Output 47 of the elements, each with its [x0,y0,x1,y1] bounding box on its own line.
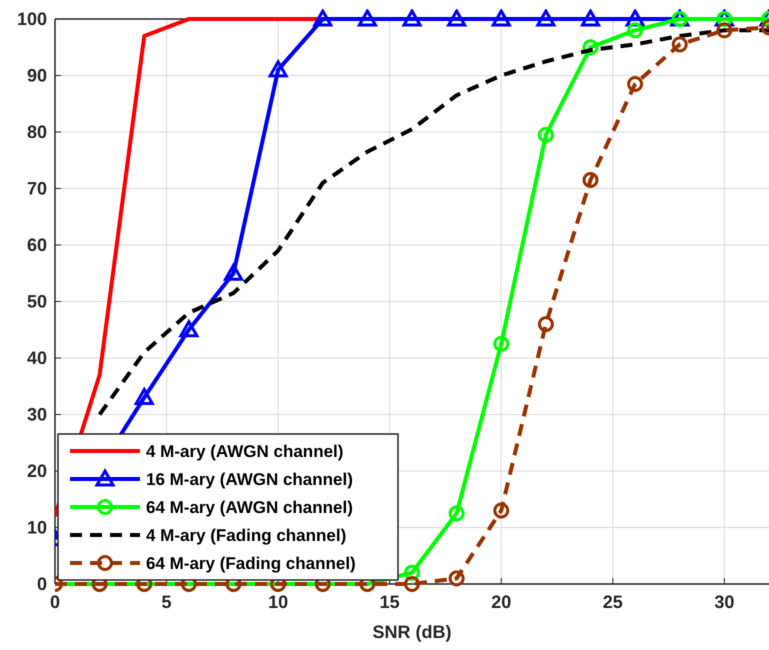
y-tick-label: 50 [26,292,47,312]
point [134,388,154,406]
point [493,502,510,519]
legend-label: 4 M-ary (Fading channel) [146,526,346,545]
legend-label: 64 M-ary (Fading channel) [146,554,356,573]
point [538,126,554,143]
point [627,76,644,92]
point [358,10,377,26]
x-tick-label: 20 [491,592,512,612]
legend-label: 4 M-ary (AWGN channel) [146,442,344,461]
point [448,505,465,522]
point [582,172,598,188]
y-tick-label: 20 [26,461,47,481]
point [536,10,556,26]
legend-label: 16 M-ary (AWGN channel) [146,470,353,489]
point [716,22,732,38]
point [402,10,422,26]
x-tick-label: 5 [162,592,172,612]
point [224,264,243,281]
y-tick-label: 60 [26,235,47,255]
legend-label: 64 M-ary (AWGN channel) [146,498,353,517]
point [313,10,332,26]
point [492,10,511,26]
x-tick-label: 25 [602,592,623,612]
point [627,22,644,38]
point [448,570,465,586]
point [447,10,466,26]
x-tick-label: 30 [714,592,734,612]
y-tick-label: 10 [26,518,47,538]
y-tick-label: 0 [36,574,47,594]
point [538,316,554,332]
x-axis-title: SNR (dB) [372,622,452,642]
y-tick-label: 30 [26,404,47,424]
y-tick-label: 100 [16,9,47,29]
y-tick-label: 90 [26,66,47,86]
point [268,60,288,78]
x-tick-label: 10 [268,592,288,612]
point [404,576,420,592]
y-tick-label: 80 [26,122,47,142]
point [179,320,198,338]
point [672,36,688,52]
point [581,10,600,26]
x-tick-label: 15 [380,592,400,612]
x-tick-label: 0 [50,592,60,612]
y-tick-label: 40 [26,348,47,368]
y-tick-label: 70 [26,178,47,198]
point [493,336,510,352]
